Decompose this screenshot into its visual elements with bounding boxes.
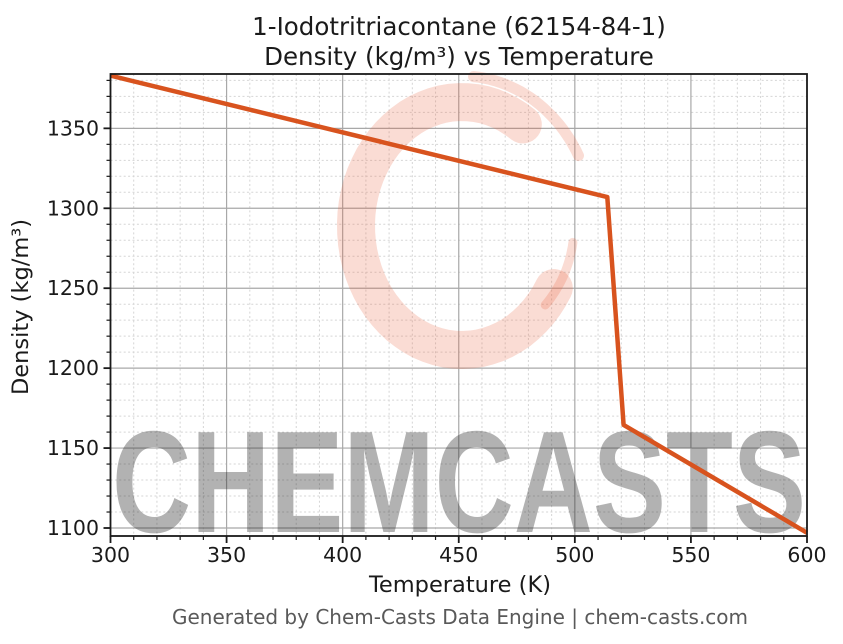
y-tick-label: 1350 — [47, 116, 99, 140]
y-tick-label: 1100 — [47, 516, 99, 540]
x-tick-label: 350 — [207, 543, 246, 567]
y-tick-labels: 1100 1150 1200 1250 1300 1350 — [47, 116, 99, 540]
x-tick-label: 600 — [787, 543, 826, 567]
y-tick-label: 1300 — [47, 196, 99, 220]
swirl-stroke-outer-flick — [468, 71, 584, 162]
x-tick-label: 500 — [555, 543, 594, 567]
chemcasts-swirl-logo — [336, 71, 584, 370]
x-tick-label: 450 — [439, 543, 478, 567]
axis-ticks — [103, 79, 808, 543]
density-vs-temperature-line — [109, 73, 809, 535]
x-tick-label: 400 — [323, 543, 362, 567]
chart-title-line2: Density (kg/m³) vs Temperature — [264, 42, 654, 71]
swirl-stroke-inner-flick — [540, 237, 578, 310]
swirl-stroke-main — [336, 83, 573, 370]
y-tick-label: 1250 — [47, 276, 99, 300]
y-tick-label: 1150 — [47, 436, 99, 460]
x-tick-label: 550 — [671, 543, 710, 567]
chart-title-line1: 1-Iodotritriacontane (62154-84-1) — [252, 12, 666, 41]
y-axis-label: Density (kg/m³) — [8, 219, 34, 395]
x-axis-label: Temperature (K) — [368, 572, 551, 598]
x-tick-label: 300 — [91, 543, 130, 567]
x-tick-labels: 300 350 400 450 500 550 600 — [91, 543, 827, 567]
footer-attribution: Generated by Chem-Casts Data Engine | ch… — [172, 605, 748, 629]
y-tick-label: 1200 — [47, 356, 99, 380]
